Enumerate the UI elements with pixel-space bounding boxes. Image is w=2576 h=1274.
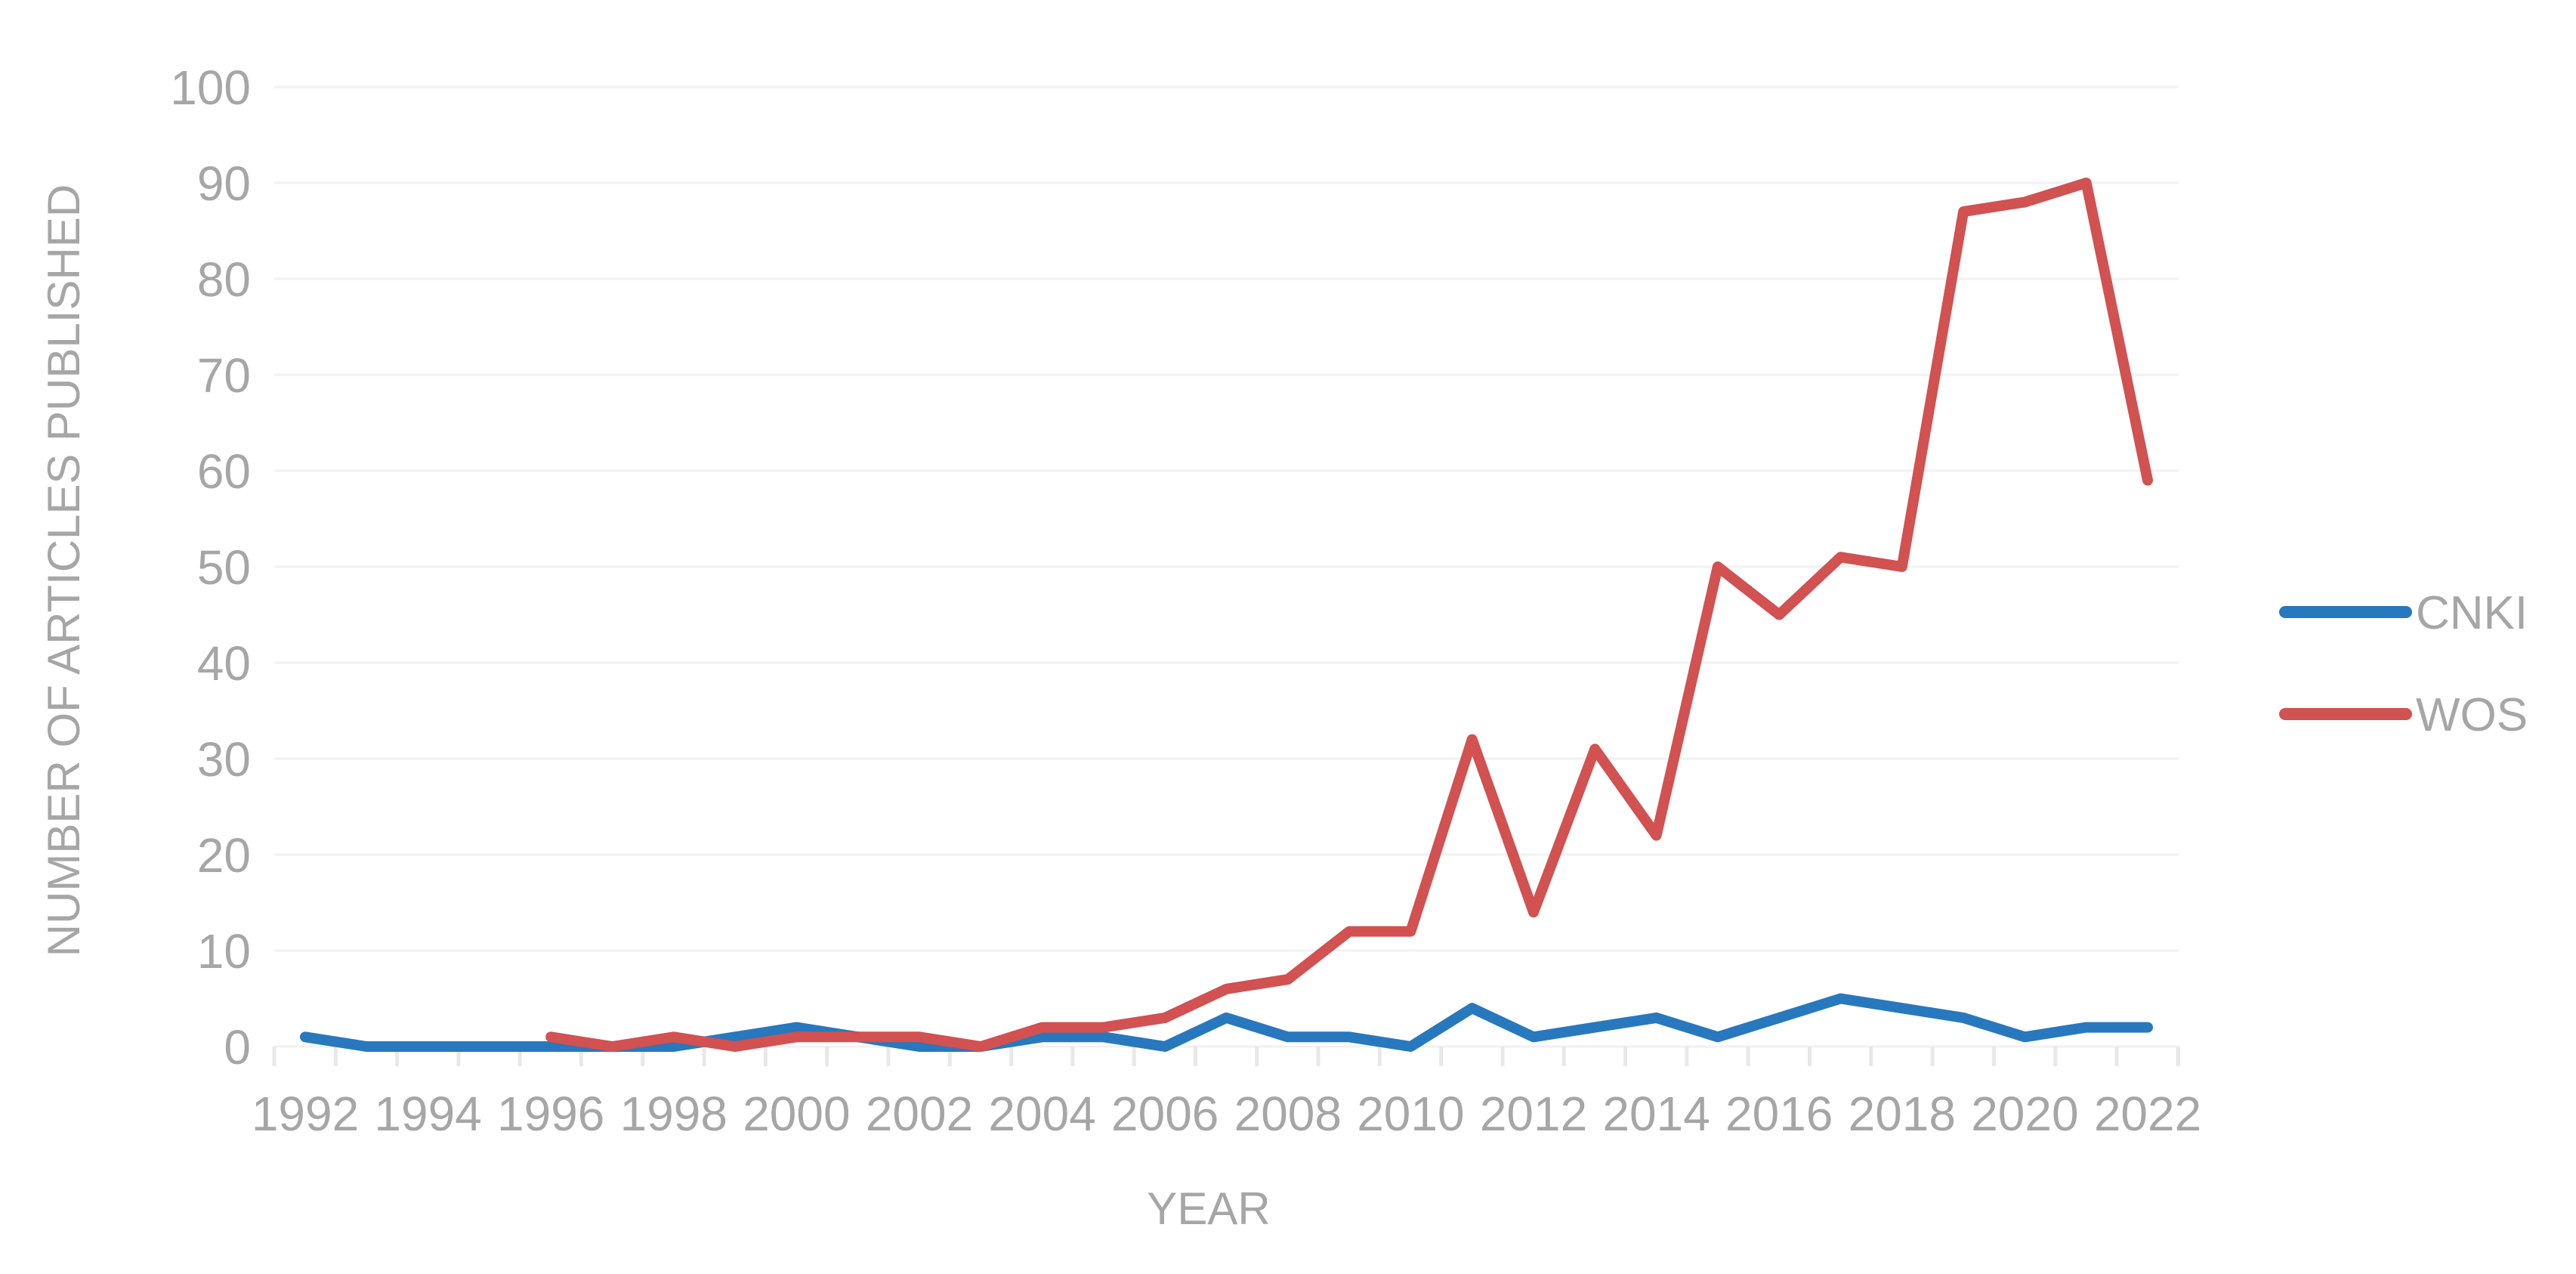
x-tick-label: 2012 bbox=[1480, 1087, 1587, 1141]
y-tick-label: 50 bbox=[197, 540, 251, 595]
x-tick-label: 1994 bbox=[374, 1087, 481, 1141]
y-tick-label: 10 bbox=[197, 924, 251, 979]
x-tick-label: 1992 bbox=[252, 1087, 359, 1141]
y-axis-title: NUMBER OF ARTICLES PUBLISHED bbox=[39, 184, 89, 957]
y-axis-tick-labels: 0 10 20 30 40 50 60 70 80 90 100 bbox=[170, 60, 251, 1075]
x-tick-label: 2022 bbox=[2094, 1087, 2201, 1141]
x-tick-label: 1996 bbox=[497, 1087, 604, 1141]
x-tick-label: 2000 bbox=[743, 1087, 850, 1141]
y-tick-label: 60 bbox=[197, 444, 251, 499]
x-tick-label: 1998 bbox=[620, 1087, 727, 1141]
x-tick-label: 2018 bbox=[1849, 1087, 1956, 1141]
y-tick-label: 30 bbox=[197, 732, 251, 787]
x-tick-label: 2006 bbox=[1111, 1087, 1219, 1141]
x-axis-ticks bbox=[272, 1047, 2180, 1066]
x-tick-label: 2014 bbox=[1602, 1087, 1710, 1141]
y-tick-label: 20 bbox=[197, 828, 251, 883]
x-tick-label: 2016 bbox=[1725, 1087, 1833, 1141]
x-axis-tick-labels: 1992 1994 1996 1998 2000 2002 2004 2006 2008 2010… bbox=[252, 1087, 2201, 1141]
legend-cnki-label: CNKI bbox=[2416, 587, 2528, 639]
x-axis-title: YEAR bbox=[1147, 1183, 1270, 1234]
series-line-wos bbox=[545, 178, 2153, 1052]
y-tick-label: 90 bbox=[197, 156, 251, 211]
gridlines bbox=[274, 85, 2179, 1048]
y-tick-label: 80 bbox=[197, 252, 251, 307]
legend-wos-label: WOS bbox=[2416, 689, 2528, 741]
x-tick-label: 2008 bbox=[1234, 1087, 1342, 1141]
x-tick-label: 2004 bbox=[988, 1087, 1095, 1141]
x-tick-label: 2002 bbox=[866, 1087, 973, 1141]
y-tick-label: 100 bbox=[170, 60, 251, 115]
legend: CNKI WOS bbox=[2279, 587, 2528, 741]
x-tick-label: 2010 bbox=[1357, 1087, 1464, 1141]
y-tick-label: 0 bbox=[224, 1020, 251, 1075]
y-tick-label: 70 bbox=[197, 348, 251, 403]
data-series bbox=[300, 178, 2153, 1052]
y-tick-label: 40 bbox=[197, 636, 251, 691]
x-tick-label: 2020 bbox=[1971, 1087, 2078, 1141]
